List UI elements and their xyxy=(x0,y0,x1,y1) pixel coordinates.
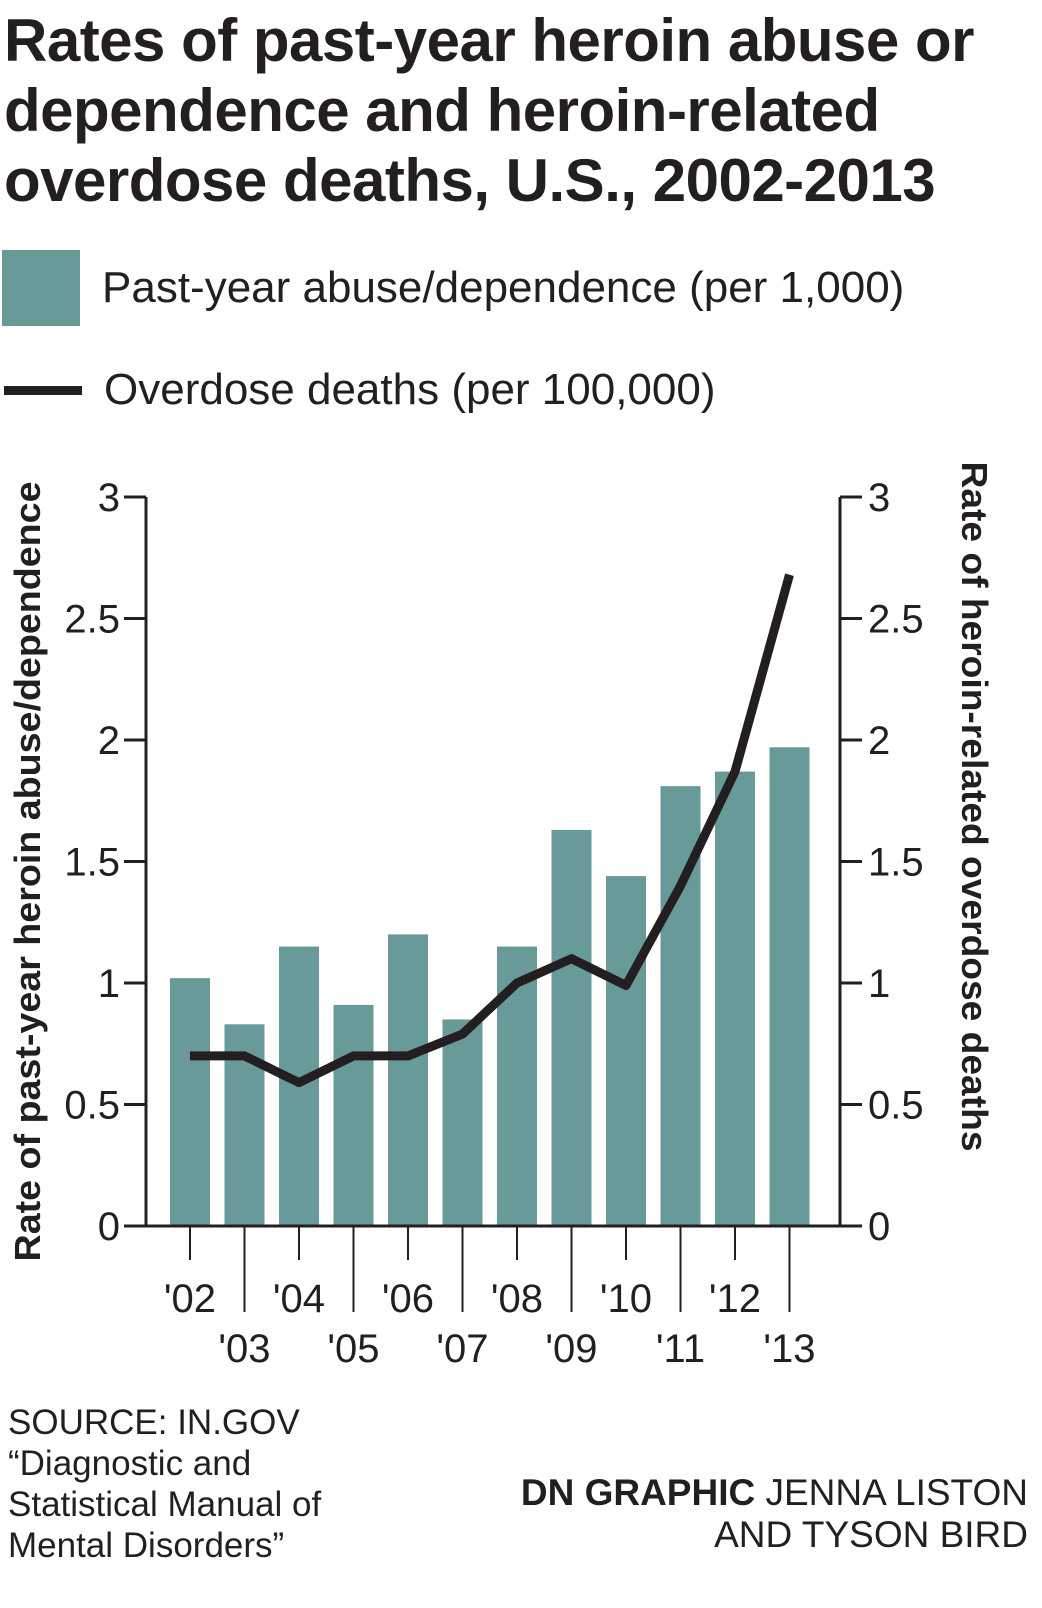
legend-item-bars: Past-year abuse/dependence (per 1,000) xyxy=(0,248,904,328)
chart-title: Rates of past-year heroin abuse or depen… xyxy=(4,6,1034,216)
left-tick-label: 3 xyxy=(98,476,120,520)
x-tick-label: '11 xyxy=(656,1327,705,1371)
bar-10 xyxy=(606,876,646,1226)
left-tick-label: 0.5 xyxy=(64,1084,120,1128)
credit-brand: DN GRAPHIC xyxy=(520,1472,756,1513)
left-axis-title: Rate of past-year heroin abuse/dependenc… xyxy=(7,482,48,1262)
legend-bars-label: Past-year abuse/dependence (per 1,000) xyxy=(102,263,905,312)
legend-item-line: Overdose deaths (per 100,000) xyxy=(0,350,716,430)
chart-title-line-1: Rates of past-year heroin abuse or xyxy=(4,7,974,74)
chart-title-line-2: dependence and heroin-related xyxy=(4,77,880,144)
left-tick-label: 2 xyxy=(98,719,120,763)
x-tick-label: '12 xyxy=(709,1277,761,1321)
source-note: SOURCE: IN.GOV “Diagnostic and Statistic… xyxy=(8,1402,321,1566)
left-tick-label: 2.5 xyxy=(64,598,120,642)
overdose-deaths-line xyxy=(190,573,794,1088)
x-tick-label: '09 xyxy=(545,1327,597,1371)
legend-line-label: Overdose deaths (per 100,000) xyxy=(104,365,716,414)
x-tick-label: '06 xyxy=(382,1277,434,1321)
chart-title-line-3: overdose deaths, U.S., 2002-2013 xyxy=(4,147,936,214)
chart: 00.511.522.5300.511.522.53'02'03'04'05'0… xyxy=(7,462,995,1372)
right-tick-label: 1 xyxy=(868,962,890,1006)
source-line-3: Statistical Manual of xyxy=(8,1485,322,1524)
right-tick-label: 2 xyxy=(868,719,890,763)
x-tick-label: '08 xyxy=(491,1277,543,1321)
source-line-1: SOURCE: IN.GOV xyxy=(8,1403,300,1442)
graphic-credit: DN GRAPHIC JENNA LISTON AND TYSON BIRD xyxy=(521,1472,1028,1556)
right-tick-label: 1.5 xyxy=(868,841,924,885)
bar-09 xyxy=(551,829,592,1226)
left-tick-label: 1 xyxy=(98,962,120,1006)
bar-13 xyxy=(769,747,810,1226)
x-tick-label: '02 xyxy=(164,1277,216,1321)
left-tick-label: 0 xyxy=(98,1205,120,1249)
legend-line-swatch xyxy=(4,385,82,395)
source-line-2: “Diagnostic and xyxy=(8,1444,252,1483)
source-line-4: Mental Disorders” xyxy=(8,1526,285,1565)
bar-05 xyxy=(333,1004,374,1226)
right-tick-label: 2.5 xyxy=(868,598,924,642)
right-tick-label: 3 xyxy=(868,476,890,520)
legend-bar-swatch xyxy=(2,250,80,326)
x-tick-label: '13 xyxy=(763,1327,815,1371)
credit-name-1: JENNA LISTON xyxy=(765,1472,1028,1513)
right-tick-label: 0.5 xyxy=(868,1084,924,1128)
x-tick-label: '04 xyxy=(273,1277,325,1321)
x-tick-label: '05 xyxy=(327,1327,379,1371)
left-tick-label: 1.5 xyxy=(64,841,120,885)
credit-name-2: AND TYSON BIRD xyxy=(714,1514,1028,1555)
bar-12 xyxy=(715,771,755,1226)
right-axis-title: Rate of heroin-related overdose deaths xyxy=(954,462,995,1152)
x-tick-label: '10 xyxy=(600,1277,652,1321)
x-tick-label: '03 xyxy=(218,1327,270,1371)
bar-07 xyxy=(442,1019,483,1226)
right-tick-label: 0 xyxy=(868,1205,890,1249)
bar-02 xyxy=(170,978,210,1226)
x-tick-label: '07 xyxy=(436,1327,488,1371)
bar-06 xyxy=(388,934,428,1226)
